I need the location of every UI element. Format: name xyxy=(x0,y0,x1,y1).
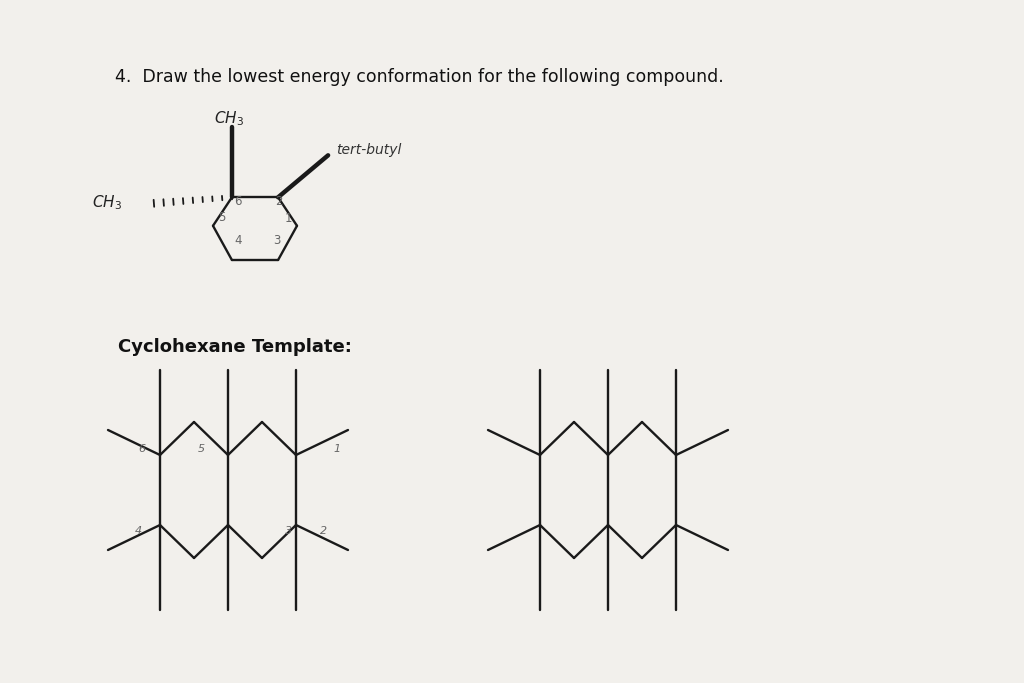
Text: 4: 4 xyxy=(233,234,242,247)
Text: tert-butyl: tert-butyl xyxy=(336,143,401,157)
Text: 1: 1 xyxy=(333,444,340,454)
Text: 2: 2 xyxy=(275,195,283,208)
Text: 2: 2 xyxy=(319,526,327,536)
Text: 6: 6 xyxy=(233,195,242,208)
Text: 3: 3 xyxy=(273,234,281,247)
Text: 1: 1 xyxy=(285,212,293,225)
Text: Cyclohexane Template:: Cyclohexane Template: xyxy=(118,338,352,356)
Text: 5: 5 xyxy=(218,211,225,224)
Text: CH$_3$: CH$_3$ xyxy=(92,193,122,212)
Text: 5: 5 xyxy=(198,444,205,454)
Text: 4: 4 xyxy=(135,526,142,536)
Text: 6: 6 xyxy=(138,444,145,454)
Text: 3: 3 xyxy=(285,526,292,536)
Text: CH$_3$: CH$_3$ xyxy=(214,109,244,128)
Text: 4.  Draw the lowest energy conformation for the following compound.: 4. Draw the lowest energy conformation f… xyxy=(115,68,724,86)
